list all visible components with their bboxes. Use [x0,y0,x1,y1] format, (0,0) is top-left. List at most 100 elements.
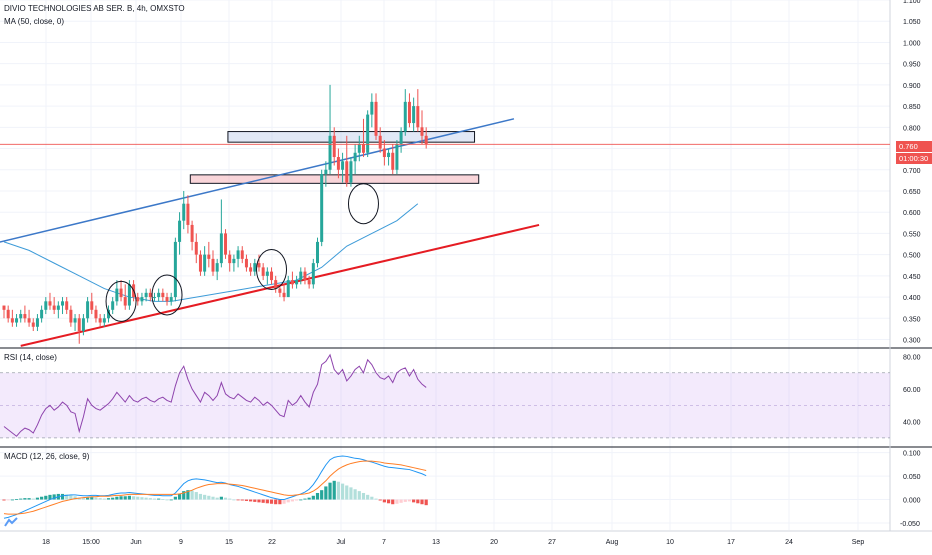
candle[interactable] [119,288,123,298]
candle[interactable] [261,267,265,276]
candle[interactable] [395,144,399,170]
candle[interactable] [144,292,148,298]
annotation-circle[interactable] [256,248,288,290]
macd-pane[interactable] [2,455,428,519]
candle[interactable] [403,101,407,132]
candle[interactable] [81,318,85,332]
candle[interactable] [424,135,428,145]
candle[interactable] [307,280,311,285]
candle[interactable] [190,224,194,242]
candle[interactable] [399,131,403,145]
candle[interactable] [224,233,228,255]
candle[interactable] [31,322,35,327]
candle[interactable] [203,254,207,272]
candle[interactable] [198,254,202,272]
candle[interactable] [295,280,299,285]
candle[interactable] [169,297,173,302]
candle[interactable] [27,318,31,323]
candle[interactable] [391,152,395,170]
candle[interactable] [219,233,223,264]
candle[interactable] [15,318,19,323]
candle[interactable] [257,263,261,268]
candle[interactable] [236,250,240,259]
candle[interactable] [6,309,10,319]
rsi-indicator-label[interactable]: RSI (14, close) [4,353,57,362]
candle[interactable] [353,152,357,162]
candle[interactable] [173,241,177,298]
candle[interactable] [332,135,336,158]
candle[interactable] [416,106,420,128]
candle[interactable] [278,288,282,293]
candle[interactable] [123,297,127,306]
ma-indicator-label[interactable]: MA (50, close, 0) [4,17,65,26]
candle[interactable] [244,258,248,268]
candle[interactable] [48,301,52,306]
candle[interactable] [336,157,340,170]
candle[interactable] [370,101,374,115]
candle[interactable] [148,292,152,298]
candle[interactable] [361,144,365,153]
candle[interactable] [56,305,60,310]
candle[interactable] [274,280,278,289]
candle[interactable] [282,292,286,298]
candle[interactable] [35,318,39,327]
candle[interactable] [140,297,144,302]
candle[interactable] [316,241,319,264]
candle[interactable] [265,271,269,276]
rsi-pane[interactable] [0,353,890,439]
candle[interactable] [207,254,211,259]
candle[interactable] [107,309,110,319]
candle[interactable] [311,263,315,285]
candle[interactable] [407,101,411,124]
candle[interactable] [90,301,94,310]
candle[interactable] [61,301,65,306]
candle[interactable] [341,161,345,170]
candle[interactable] [19,314,23,319]
candle[interactable] [286,280,290,298]
candle[interactable] [73,318,77,323]
candle[interactable] [357,144,361,153]
candle[interactable] [387,152,391,158]
candle[interactable] [232,258,236,264]
candle[interactable] [127,284,131,306]
candle[interactable] [136,297,140,302]
candle[interactable] [161,292,165,298]
candle[interactable] [182,203,186,221]
candle[interactable] [303,271,307,281]
candle[interactable] [320,174,324,242]
candle[interactable] [299,271,303,281]
candle[interactable] [253,263,257,272]
candle[interactable] [186,203,190,225]
candle[interactable] [378,135,382,149]
candle[interactable] [349,161,353,183]
candle[interactable] [69,309,73,323]
candle[interactable] [324,169,328,174]
candle[interactable] [270,271,274,281]
candle[interactable] [345,161,349,183]
candle[interactable] [240,250,244,259]
price-pane[interactable] [0,84,890,347]
candle[interactable] [366,114,370,153]
blue-zone[interactable] [227,131,476,143]
candle[interactable] [94,309,98,319]
candle[interactable] [215,263,219,272]
candle[interactable] [211,258,215,272]
candle[interactable] [23,314,27,319]
candle[interactable] [86,301,90,319]
candle[interactable] [374,101,378,136]
candle[interactable] [382,148,386,158]
candle[interactable] [178,220,182,242]
candle[interactable] [152,297,156,299]
candle[interactable] [102,318,106,323]
candle[interactable] [111,301,115,310]
candle[interactable] [115,288,119,302]
candle[interactable] [228,254,232,264]
macd-indicator-label[interactable]: MACD (12, 26, close, 9) [4,452,90,461]
candle[interactable] [420,127,424,136]
candle[interactable] [65,301,69,310]
candle[interactable] [165,297,169,302]
candle[interactable] [249,267,253,272]
candle[interactable] [44,301,48,310]
candle[interactable] [52,305,56,310]
